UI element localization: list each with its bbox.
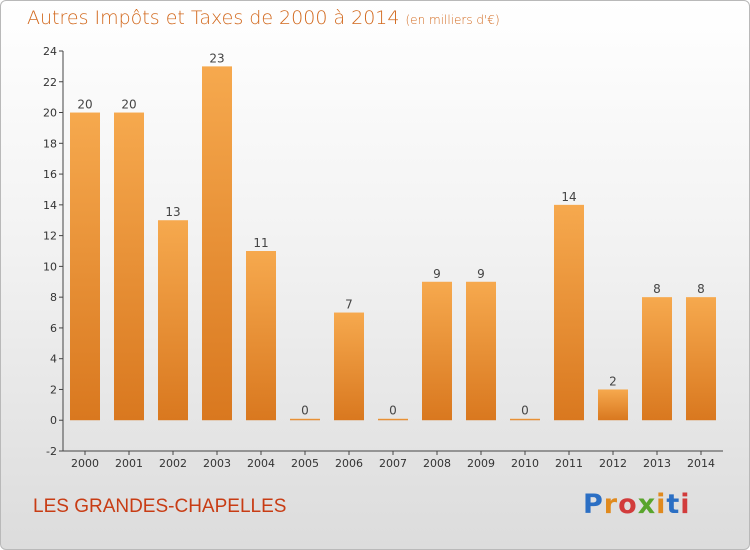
proxiti-logo[interactable]: Proxiti [583, 489, 691, 520]
data-label: 0 [389, 404, 397, 418]
y-tick-label: 12 [43, 230, 57, 243]
chart-unit: (en milliers d'€) [405, 13, 500, 27]
y-tick-label: 24 [43, 45, 57, 58]
data-label: 14 [561, 190, 576, 204]
x-tick-label: 2014 [687, 457, 715, 470]
data-label: 2 [609, 374, 617, 388]
data-label: 8 [697, 282, 705, 296]
y-tick-label: -2 [46, 445, 57, 458]
logo-letter: t [666, 489, 681, 520]
bar [378, 418, 408, 421]
bar [202, 66, 232, 421]
y-tick-label: 0 [50, 414, 57, 427]
x-tick-label: 2004 [247, 457, 275, 470]
x-tick-label: 2003 [203, 457, 231, 470]
chart-title: Autres Impôts et Taxes de 2000 à 2014 (en… [27, 7, 500, 29]
bar [70, 112, 100, 421]
x-tick-label: 2008 [423, 457, 451, 470]
bar [334, 312, 364, 421]
y-tick-label: 4 [50, 353, 57, 366]
bar [114, 112, 144, 421]
x-tick-label: 2005 [291, 457, 319, 470]
data-label: 0 [521, 404, 529, 418]
bar [422, 281, 452, 421]
data-label: 9 [477, 267, 485, 281]
bar [554, 204, 584, 421]
data-label: 9 [433, 267, 441, 281]
x-tick-label: 2002 [159, 457, 187, 470]
y-tick-label: 6 [50, 322, 57, 335]
data-label: 0 [301, 404, 309, 418]
bar [510, 418, 540, 421]
chart-title-text: Autres Impôts et Taxes de 2000 à 2014 [27, 7, 400, 29]
y-tick-label: 10 [43, 260, 57, 273]
bar-series [70, 66, 716, 421]
x-tick-label: 2011 [555, 457, 583, 470]
bar [246, 251, 276, 421]
data-label: 23 [209, 51, 224, 65]
data-label: 13 [165, 205, 180, 219]
y-tick-label: 18 [43, 137, 57, 150]
logo-letter: P [583, 489, 604, 520]
data-label: 8 [653, 282, 661, 296]
y-tick-label: 2 [50, 383, 57, 396]
data-label: 11 [253, 236, 268, 250]
bar [642, 297, 672, 421]
x-tick-label: 2009 [467, 457, 495, 470]
x-tick-label: 2006 [335, 457, 363, 470]
x-tick-label: 2007 [379, 457, 407, 470]
commune-name: LES GRANDES-CHAPELLES [33, 496, 287, 517]
logo-letter: i [680, 489, 691, 520]
data-label: 20 [77, 98, 92, 112]
logo-letter: i [656, 489, 667, 520]
data-label: 7 [345, 298, 353, 312]
x-tick-label: 2013 [643, 457, 671, 470]
y-tick-label: 14 [43, 199, 57, 212]
bar [686, 297, 716, 421]
bar [158, 220, 188, 421]
logo-letter: r [603, 489, 619, 520]
logo-letter: o [618, 489, 638, 520]
y-tick-label: 8 [50, 291, 57, 304]
x-tick-label: 2010 [511, 457, 539, 470]
x-tick-label: 2001 [115, 457, 143, 470]
bar [290, 418, 320, 421]
x-tick-label: 2012 [599, 457, 627, 470]
y-tick-label: 16 [43, 168, 57, 181]
logo-letter: x [637, 489, 657, 520]
y-tick-label: 20 [43, 107, 57, 120]
data-label: 20 [121, 98, 136, 112]
bar [598, 389, 628, 421]
y-tick-label: 22 [43, 76, 57, 89]
bar [466, 281, 496, 421]
x-tick-label: 2000 [71, 457, 99, 470]
